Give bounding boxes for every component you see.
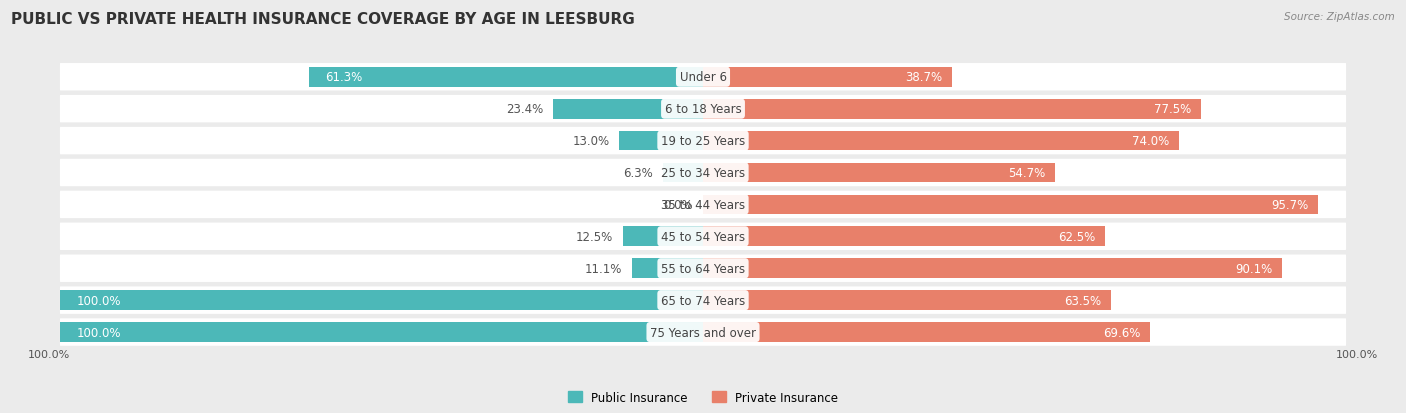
FancyBboxPatch shape [631, 259, 703, 278]
FancyBboxPatch shape [703, 323, 1150, 342]
Text: 25 to 34 Years: 25 to 34 Years [661, 166, 745, 180]
Text: 0.0%: 0.0% [664, 198, 693, 211]
Text: 19 to 25 Years: 19 to 25 Years [661, 135, 745, 148]
Text: PUBLIC VS PRIVATE HEALTH INSURANCE COVERAGE BY AGE IN LEESBURG: PUBLIC VS PRIVATE HEALTH INSURANCE COVER… [11, 12, 636, 27]
FancyBboxPatch shape [703, 131, 1178, 151]
FancyBboxPatch shape [60, 64, 1346, 91]
FancyBboxPatch shape [60, 255, 1346, 282]
FancyBboxPatch shape [60, 287, 1346, 314]
Text: 77.5%: 77.5% [1154, 103, 1191, 116]
FancyBboxPatch shape [703, 227, 1105, 247]
Text: 12.5%: 12.5% [576, 230, 613, 243]
FancyBboxPatch shape [60, 159, 1346, 187]
FancyBboxPatch shape [703, 68, 952, 88]
Text: 6.3%: 6.3% [623, 166, 652, 180]
Text: 35 to 44 Years: 35 to 44 Years [661, 198, 745, 211]
FancyBboxPatch shape [60, 128, 1346, 155]
FancyBboxPatch shape [60, 291, 703, 310]
Text: 54.7%: 54.7% [1008, 166, 1045, 180]
Text: 23.4%: 23.4% [506, 103, 543, 116]
FancyBboxPatch shape [703, 291, 1111, 310]
Text: 100.0%: 100.0% [76, 326, 121, 339]
Text: 74.0%: 74.0% [1132, 135, 1168, 148]
Text: Under 6: Under 6 [679, 71, 727, 84]
FancyBboxPatch shape [703, 163, 1054, 183]
Text: 100.0%: 100.0% [76, 294, 121, 307]
Text: 45 to 54 Years: 45 to 54 Years [661, 230, 745, 243]
FancyBboxPatch shape [60, 223, 1346, 250]
FancyBboxPatch shape [662, 163, 703, 183]
Text: 6 to 18 Years: 6 to 18 Years [665, 103, 741, 116]
FancyBboxPatch shape [309, 68, 703, 88]
Text: Source: ZipAtlas.com: Source: ZipAtlas.com [1284, 12, 1395, 22]
Text: 75 Years and over: 75 Years and over [650, 326, 756, 339]
FancyBboxPatch shape [623, 227, 703, 247]
Text: 63.5%: 63.5% [1064, 294, 1101, 307]
Legend: Public Insurance, Private Insurance: Public Insurance, Private Insurance [564, 386, 842, 408]
FancyBboxPatch shape [553, 100, 703, 119]
FancyBboxPatch shape [60, 191, 1346, 218]
Text: 65 to 74 Years: 65 to 74 Years [661, 294, 745, 307]
Text: 11.1%: 11.1% [585, 262, 621, 275]
Text: 38.7%: 38.7% [905, 71, 942, 84]
Text: 61.3%: 61.3% [325, 71, 363, 84]
Text: 13.0%: 13.0% [572, 135, 610, 148]
FancyBboxPatch shape [703, 259, 1282, 278]
FancyBboxPatch shape [60, 318, 1346, 346]
Text: 90.1%: 90.1% [1236, 262, 1272, 275]
Text: 55 to 64 Years: 55 to 64 Years [661, 262, 745, 275]
Text: 69.6%: 69.6% [1104, 326, 1140, 339]
Text: 100.0%: 100.0% [28, 349, 70, 358]
FancyBboxPatch shape [60, 96, 1346, 123]
FancyBboxPatch shape [703, 100, 1201, 119]
FancyBboxPatch shape [703, 195, 1317, 215]
Text: 95.7%: 95.7% [1271, 198, 1309, 211]
FancyBboxPatch shape [60, 323, 703, 342]
Text: 100.0%: 100.0% [1336, 349, 1378, 358]
FancyBboxPatch shape [620, 131, 703, 151]
Text: 62.5%: 62.5% [1057, 230, 1095, 243]
